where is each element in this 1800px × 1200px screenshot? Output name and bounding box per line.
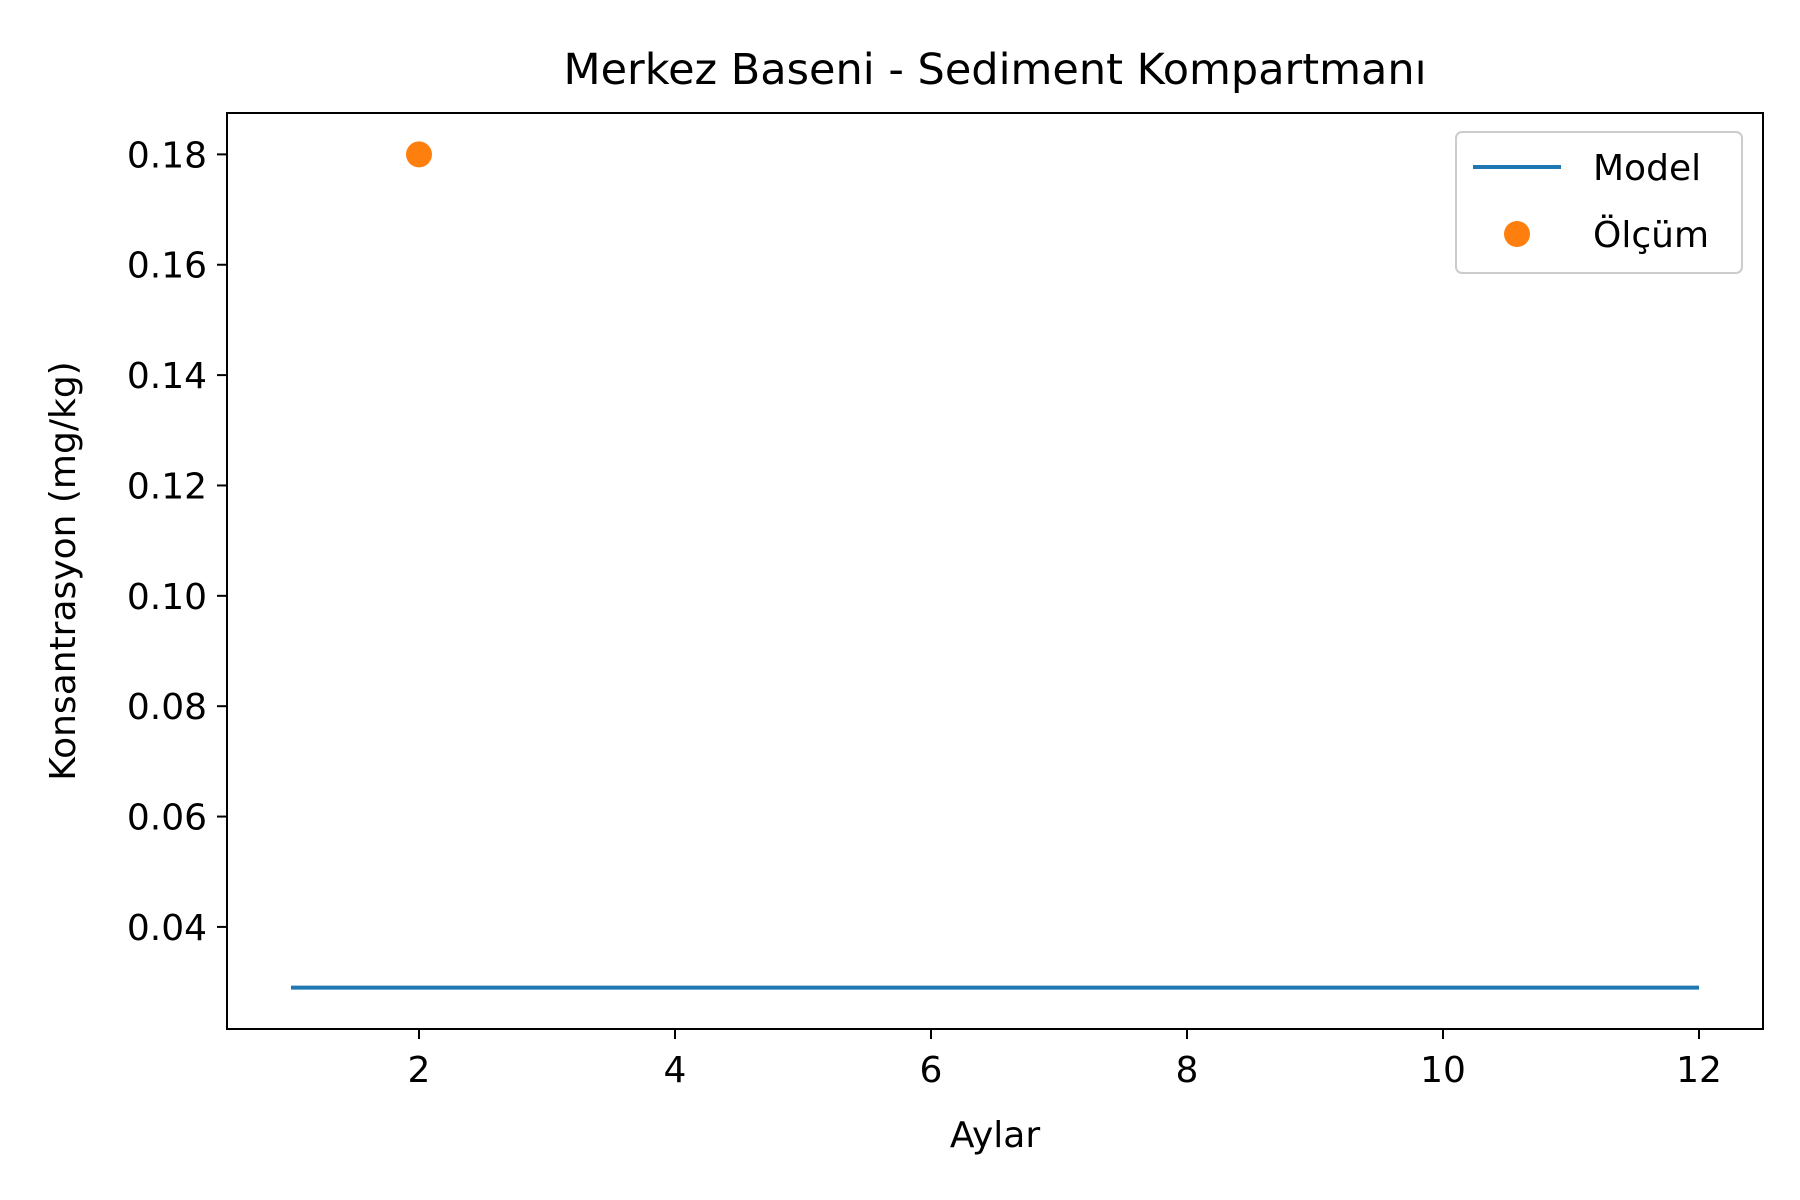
legend-label-olcum: Ölçüm bbox=[1593, 214, 1709, 256]
y-tick-label: 0.18 bbox=[127, 135, 207, 176]
chart-title: Merkez Baseni - Sediment Kompartmanı bbox=[563, 45, 1426, 95]
y-axis-label: Konsantrasyon (mg/kg) bbox=[43, 361, 84, 780]
y-tick-label: 0.12 bbox=[127, 466, 207, 507]
axes-frame bbox=[226, 112, 1764, 1030]
y-tick-label: 0.06 bbox=[127, 798, 207, 839]
x-tick-label: 4 bbox=[664, 1050, 687, 1091]
x-tick-label: 2 bbox=[408, 1050, 431, 1091]
legend-olcum-marker-swatch bbox=[1504, 221, 1530, 247]
x-tick-label: 12 bbox=[1676, 1050, 1722, 1091]
x-tick-label: 8 bbox=[1176, 1050, 1199, 1091]
x-axis: 2 4 6 8 10 12 bbox=[408, 1029, 1722, 1091]
y-tick-label: 0.10 bbox=[127, 577, 207, 618]
y-tick-label: 0.04 bbox=[127, 908, 207, 949]
legend-label-model: Model bbox=[1593, 148, 1701, 189]
y-tick-label: 0.14 bbox=[127, 356, 207, 397]
y-tick-label: 0.08 bbox=[127, 687, 207, 728]
x-tick-label: 10 bbox=[1420, 1050, 1466, 1091]
x-tick-label: 6 bbox=[920, 1050, 943, 1091]
x-axis-label: Aylar bbox=[950, 1115, 1041, 1156]
y-axis: 0.04 0.06 0.08 0.10 0.12 0.14 0.16 0.18 bbox=[127, 135, 227, 949]
y-tick-label: 0.16 bbox=[127, 246, 207, 287]
olcum-data-point bbox=[406, 141, 432, 168]
plot-area bbox=[291, 141, 1699, 990]
legend: Model Ölçüm bbox=[1455, 131, 1743, 274]
